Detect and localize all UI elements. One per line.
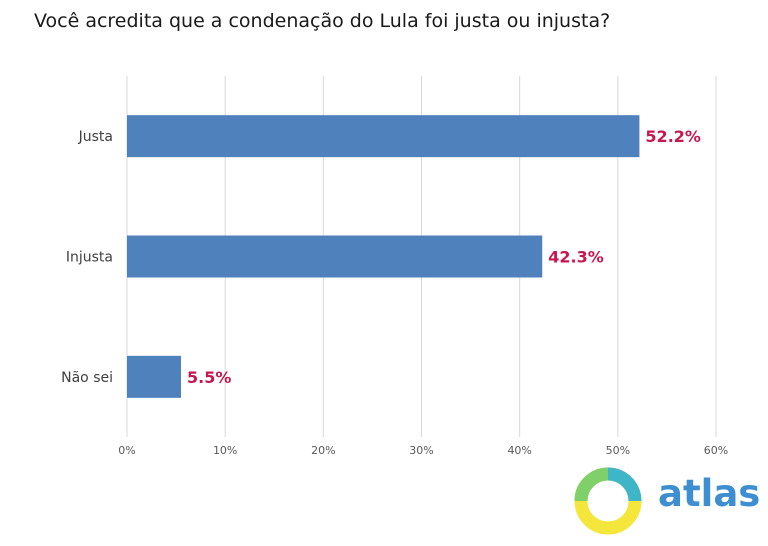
data-label: 52.2% bbox=[645, 127, 701, 146]
data-label: 5.5% bbox=[187, 368, 231, 387]
value-labels: 52.2% 42.3% 5.5% bbox=[187, 127, 701, 387]
category-label: Não sei bbox=[61, 370, 113, 386]
data-label: 42.3% bbox=[548, 248, 604, 267]
x-tick-label: 60% bbox=[704, 444, 728, 457]
category-label: Justa bbox=[78, 129, 113, 145]
bar bbox=[127, 355, 181, 398]
chart-title: Você acredita que a condenação do Lula f… bbox=[34, 10, 611, 32]
bar bbox=[127, 115, 640, 158]
x-tick-labels: 0% 10% 20% 30% 40% 50% 60% bbox=[118, 444, 728, 457]
logo-star bbox=[589, 482, 627, 520]
x-tick-label: 10% bbox=[213, 444, 237, 457]
x-tick-label: 50% bbox=[606, 444, 630, 457]
x-tick-label: 0% bbox=[118, 444, 135, 457]
atlas-logo-icon bbox=[574, 467, 642, 535]
category-label: Injusta bbox=[66, 250, 113, 266]
atlas-logo: atlas bbox=[574, 466, 760, 536]
x-tick-label: 20% bbox=[311, 444, 335, 457]
x-tick-label: 30% bbox=[409, 444, 433, 457]
category-labels: Justa Injusta Não sei bbox=[61, 129, 113, 386]
bar bbox=[127, 235, 543, 278]
bars bbox=[127, 115, 640, 398]
brand-name: atlas bbox=[658, 472, 761, 515]
x-tick-label: 40% bbox=[507, 444, 531, 457]
